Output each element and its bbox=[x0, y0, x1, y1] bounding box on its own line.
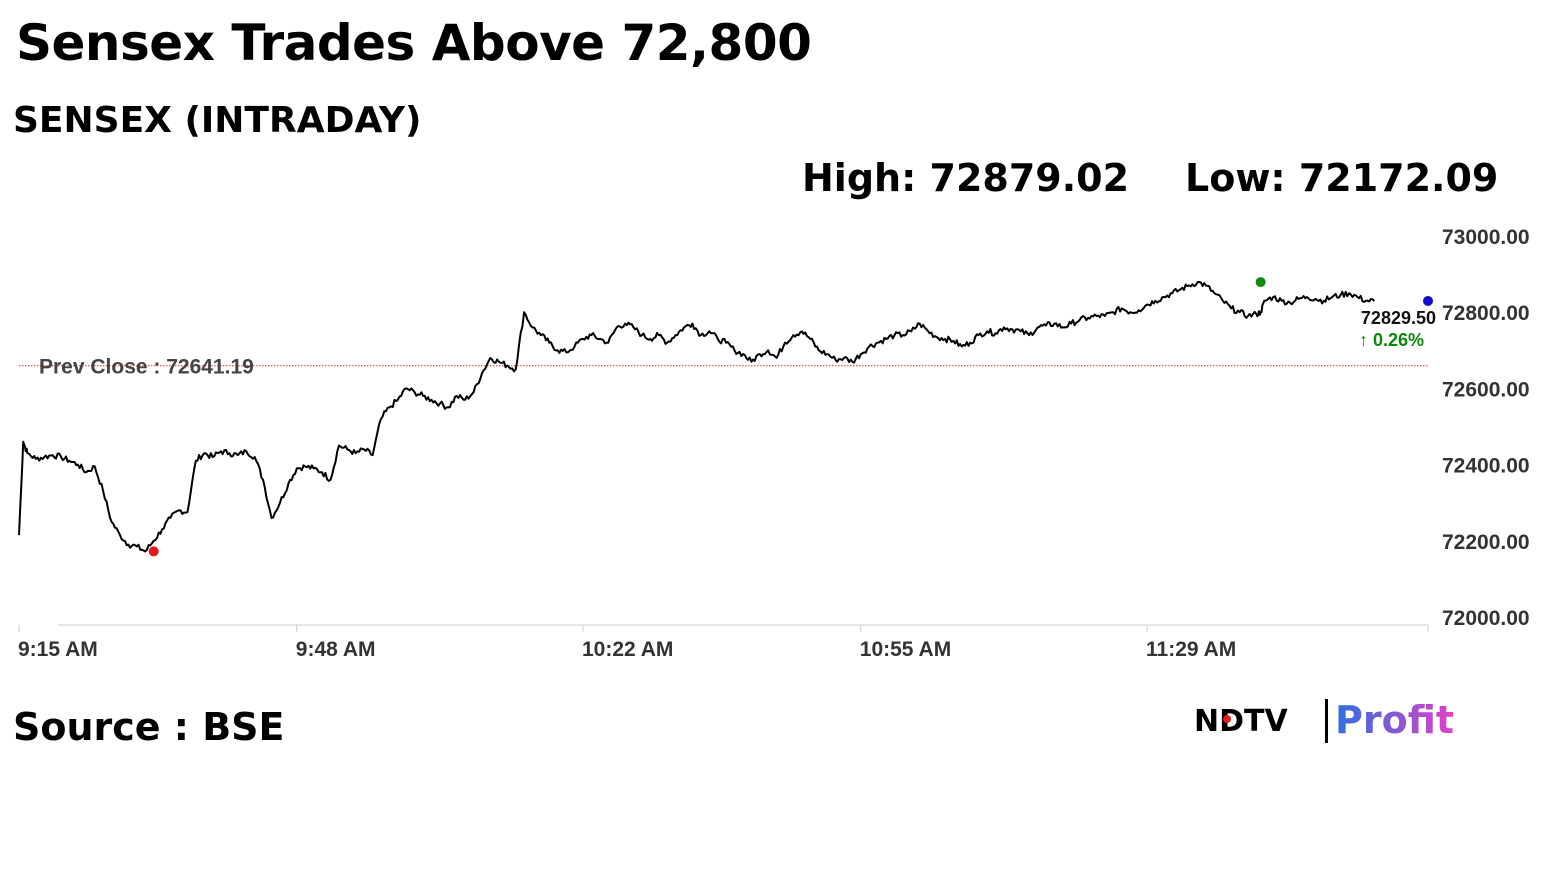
day-low-stat: Low: 72172.09 bbox=[1185, 156, 1499, 200]
ndtv-profit-logo: NDTV Profit bbox=[1194, 698, 1454, 743]
change-percent-label: ↑ 0.26% bbox=[1359, 330, 1424, 350]
x-tick-label: 9:48 AM bbox=[296, 638, 376, 661]
logo-divider bbox=[1325, 699, 1328, 743]
prev-close-label: Prev Close : 72641.19 bbox=[39, 356, 254, 379]
logo-brand-text: NDTV bbox=[1194, 704, 1288, 739]
y-tick-label: 72200.00 bbox=[1442, 531, 1530, 554]
x-tick-label: 9:15 AM bbox=[18, 638, 98, 661]
series-line bbox=[18, 281, 1376, 553]
y-tick-label: 72800.00 bbox=[1442, 302, 1530, 325]
y-tick-label: 72600.00 bbox=[1442, 378, 1530, 401]
day-high-stat: High: 72879.02 bbox=[802, 156, 1130, 200]
high-point-marker bbox=[1255, 277, 1266, 288]
y-tick-label: 73000.00 bbox=[1442, 226, 1530, 249]
logo-product-text: Profit bbox=[1335, 698, 1454, 742]
low-point-marker bbox=[148, 546, 159, 557]
chart-axes bbox=[18, 624, 1429, 632]
x-tick-label: 10:55 AM bbox=[860, 638, 951, 661]
y-tick-label: 72400.00 bbox=[1442, 455, 1530, 478]
last-point-marker bbox=[1423, 295, 1433, 306]
last-value-label: 72829.50 bbox=[1361, 308, 1436, 328]
chart-labels: 9:15 AM 9:48 AM 10:22 AM 10:55 AM 11:29 AM 73… bbox=[18, 226, 1530, 661]
chart-subtitle: SENSEX (INTRADAY) bbox=[13, 100, 422, 141]
logo-dot-icon bbox=[1223, 715, 1231, 723]
x-tick-label: 10:22 AM bbox=[582, 638, 673, 661]
x-tick-label: 11:29 AM bbox=[1146, 638, 1236, 661]
intraday-line-chart: 9:15 AM 9:48 AM 10:22 AM 10:55 AM 11:29 AM 73… bbox=[18, 226, 1530, 661]
headline: Sensex Trades Above 72,800 bbox=[16, 14, 812, 72]
source-credit: Source : BSE bbox=[13, 705, 285, 749]
chart-plot-area bbox=[18, 277, 1433, 557]
y-tick-label: 72000.00 bbox=[1442, 607, 1530, 630]
